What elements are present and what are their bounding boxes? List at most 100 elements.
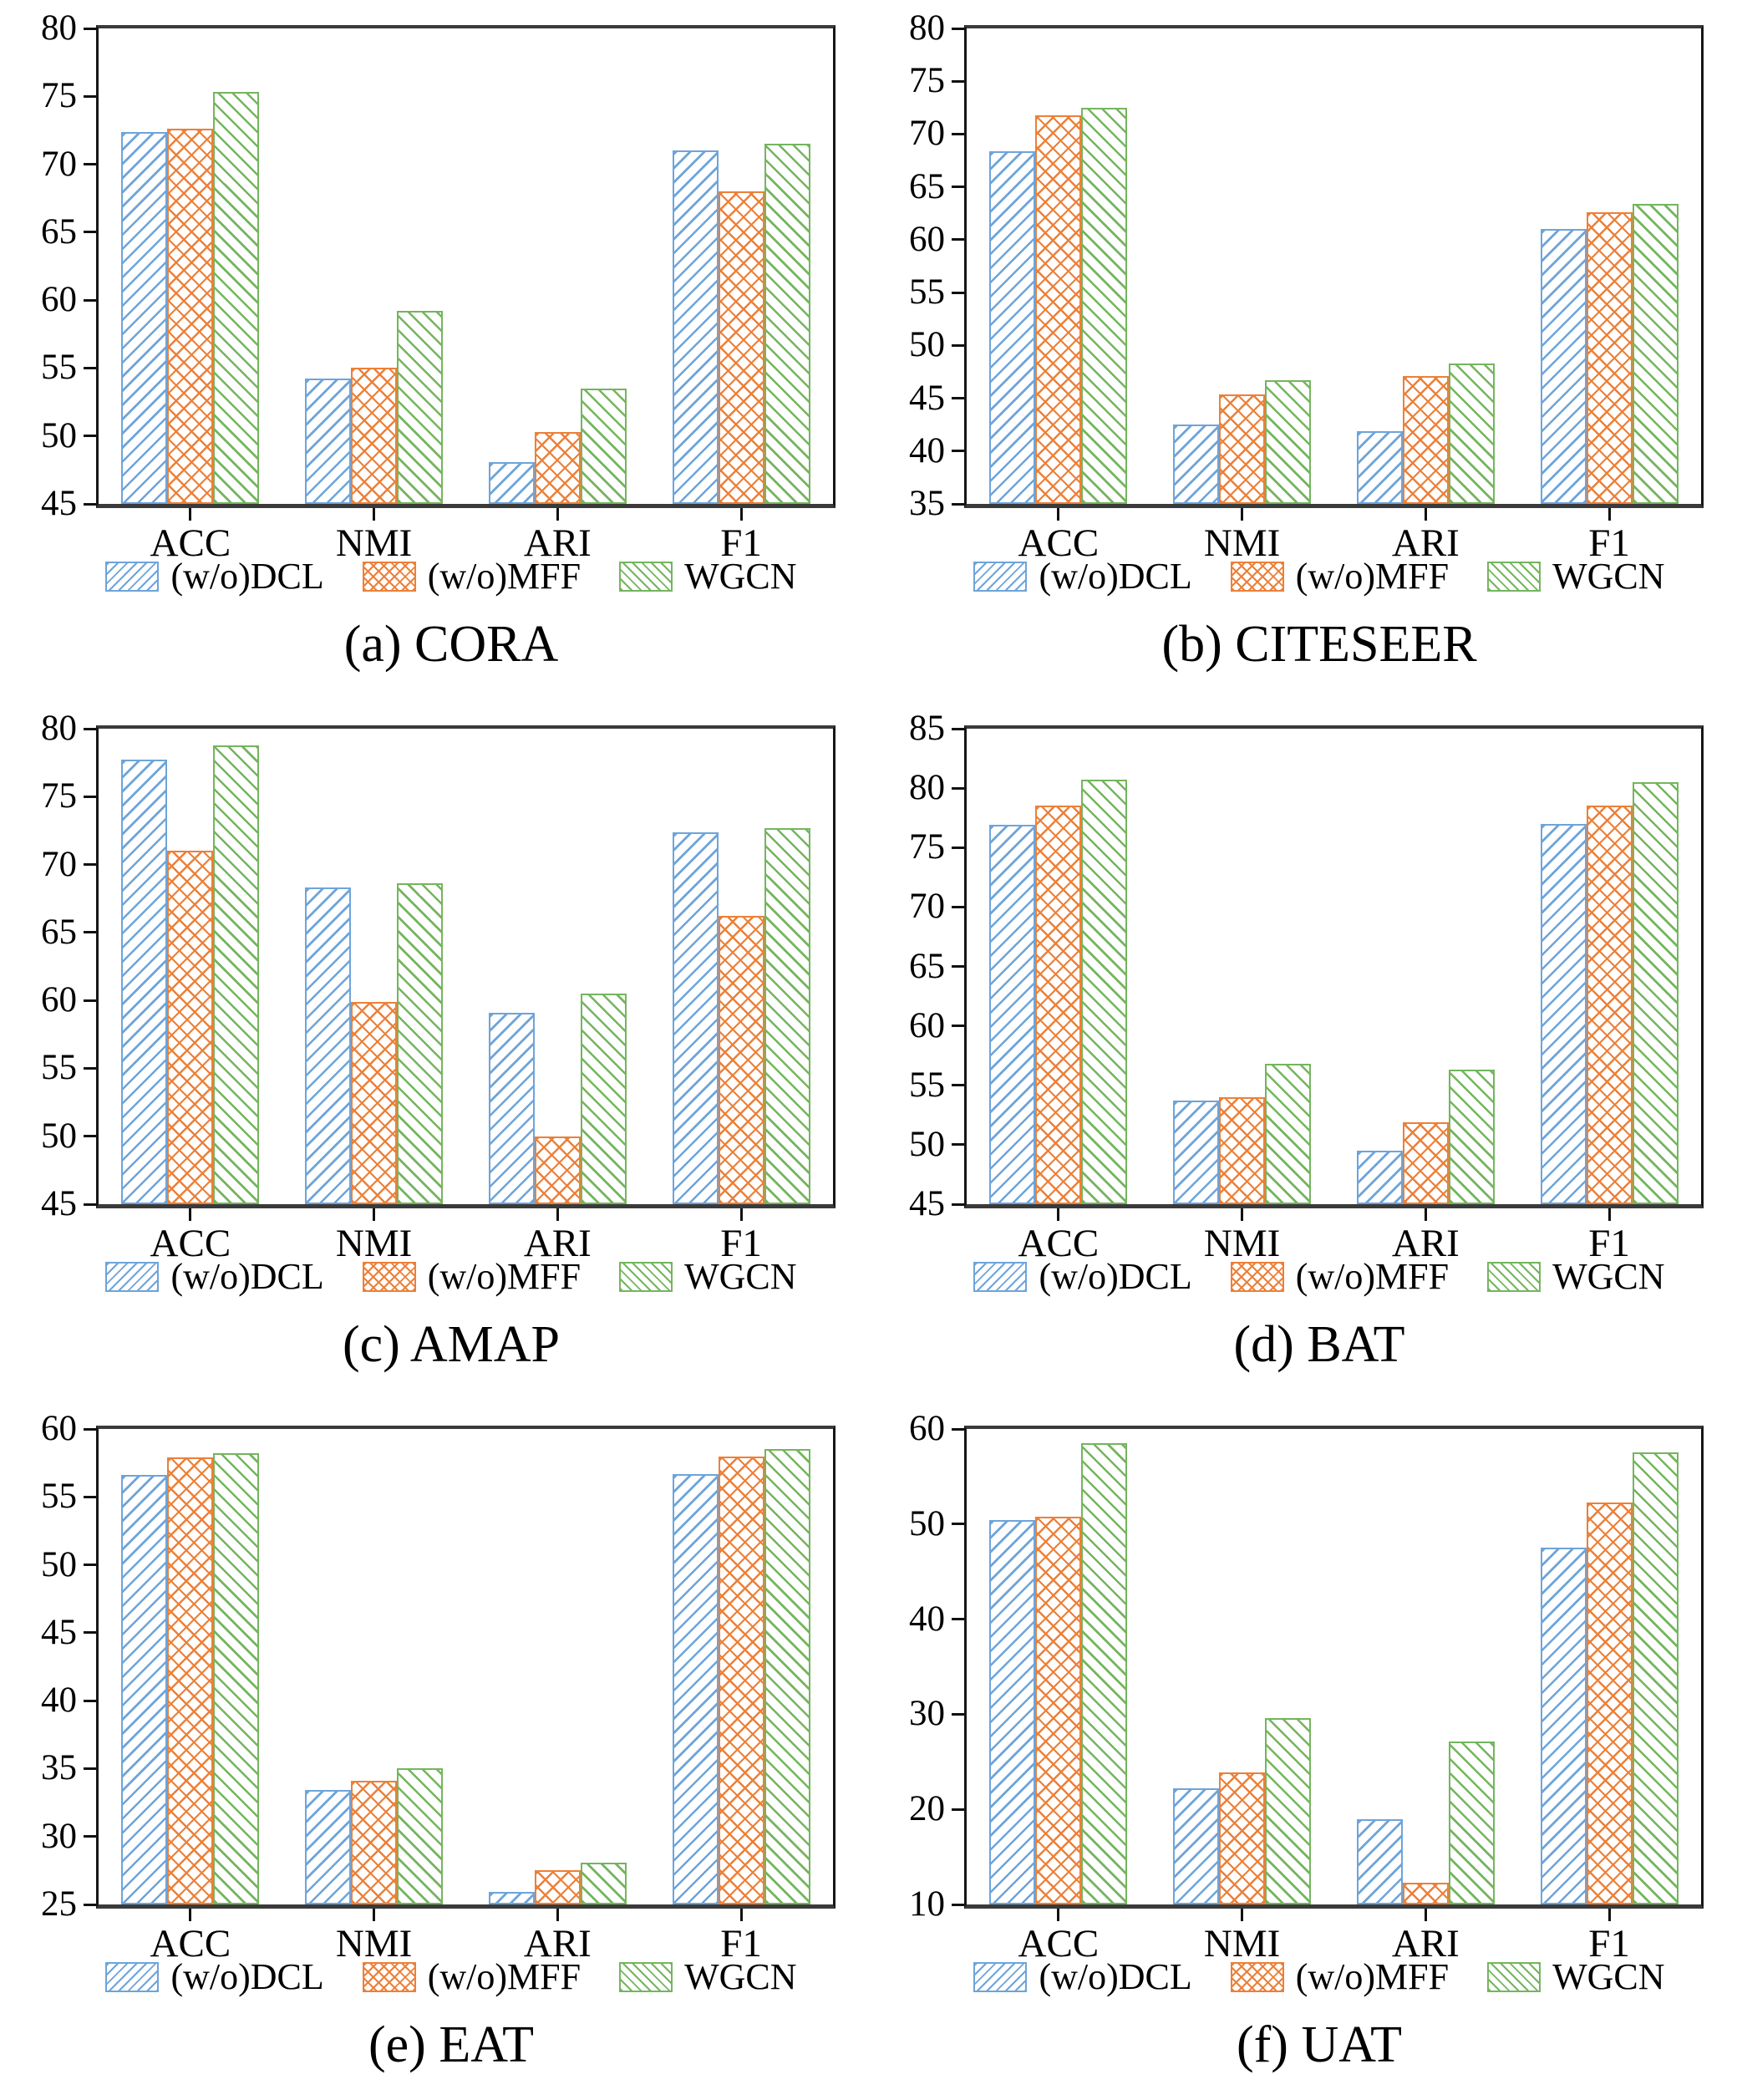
legend-label: (w/o)DCL [170,1256,324,1297]
bar-mff-ari [534,1136,581,1204]
legend-item-mff: (w/o)MFF [362,1255,581,1298]
y-axis-tick [952,291,964,294]
bar-mff-f1 [1586,806,1633,1204]
legend-swatch-mff [1230,1261,1284,1292]
legend-item-mff: (w/o)MFF [362,555,581,597]
x-axis-tick [739,508,743,521]
bar-mff-nmi [351,1001,398,1204]
legend-item-dcl: (w/o)DCL [105,1255,324,1298]
y-tick-label: 25 [41,1884,77,1924]
bar-dcl-nmi [1173,425,1220,504]
legend-swatch-dcl [973,1261,1028,1292]
x-tick-label: F1 [720,1922,762,1965]
legend: (w/o)DCL (w/o)MFF WGCN [931,1255,1708,1298]
bar-dcl-ari [1356,1151,1403,1204]
legend-label: (w/o)MFF [1295,556,1450,597]
bar-dcl-acc [989,1520,1036,1904]
bar-mff-f1 [1586,1502,1633,1904]
y-tick-label: 30 [909,1694,945,1734]
legend-swatch-mff [1230,561,1284,592]
x-tick-label: NMI [1203,1922,1281,1965]
legend-label: (w/o)DCL [1039,1956,1192,1997]
y-axis-tick [84,727,96,730]
bar-wgcn-acc [213,1453,260,1904]
y-axis-tick [952,27,964,30]
y-axis-tick [84,435,96,438]
x-tick-label: ARI [523,521,592,565]
legend-label: (w/o)DCL [170,556,324,597]
x-axis-tick [1607,1909,1611,1921]
y-axis-tick [84,795,96,798]
y-tick-label: 45 [909,1184,945,1223]
legend: (w/o)DCL (w/o)MFF WGCN [63,1255,840,1298]
bar-mff-acc [167,1457,214,1904]
bar-dcl-nmi [305,1790,352,1904]
bar-mff-acc [1035,114,1082,504]
x-axis-tick [556,508,559,521]
bar-wgcn-f1 [1632,203,1679,504]
bar-dcl-nmi [1173,1101,1220,1204]
y-axis-tick [952,1025,964,1028]
x-axis-tick [373,1909,376,1921]
y-axis-tick [84,366,96,369]
y-tick-label: 70 [41,844,77,884]
bar-dcl-f1 [1540,229,1587,504]
y-axis-tick [952,1203,964,1206]
legend-item-mff: (w/o)MFF [1230,1955,1449,1998]
bar-wgcn-ari [1448,1070,1495,1204]
y-axis-tick [84,1427,96,1431]
y-axis-tick [84,1631,96,1635]
legend-swatch-dcl [973,561,1028,592]
x-tick-label: NMI [335,1222,413,1265]
x-axis-tick [1241,508,1244,521]
x-tick-label: ARI [523,1222,592,1265]
x-axis-tick [1057,508,1060,521]
bar-mff-acc [167,129,214,504]
y-tick-label: 85 [909,709,945,748]
y-axis-tick [952,786,964,790]
y-tick-label: 70 [41,144,77,184]
x-axis-tick [739,1208,743,1221]
x-axis-tick [189,1909,192,1921]
y-axis-tick [952,965,964,968]
legend-swatch-dcl [105,1961,160,1992]
x-axis-tick [373,1208,376,1221]
y-axis-tick [84,163,96,166]
x-tick-label: ACC [150,521,231,565]
chart-caption: (a) CORA [343,616,559,673]
y-axis-tick [952,905,964,908]
y-tick-label: 40 [909,430,945,470]
y-axis-tick [84,1564,96,1567]
bar-dcl-f1 [1540,1548,1587,1904]
chart-caption: (f) UAT [1237,2016,1402,2073]
plot-area: 45 50 55 60 65 70 75 80 85 ACC NMI ARI F1 [909,709,1704,1265]
y-axis-tick [84,298,96,302]
x-tick-label: NMI [1203,1222,1281,1265]
bar-wgcn-nmi [1265,380,1312,504]
y-tick-label: 65 [909,166,945,206]
legend-item-dcl: (w/o)DCL [105,1955,324,1998]
subplot-bat: 45 50 55 60 65 70 75 80 85 ACC NMI ARI F1 (w/o)DCL (w… [868,700,1737,1401]
legend-item-wgcn: WGCN [1487,1255,1665,1298]
x-tick-label: ARI [1391,1922,1460,1965]
y-axis-tick [952,132,964,135]
y-tick-label: 55 [41,348,77,388]
bar-wgcn-f1 [1632,1452,1679,1904]
x-tick-label: ACC [1018,521,1100,565]
x-tick-label: F1 [1588,1222,1630,1265]
y-tick-label: 60 [41,1409,77,1448]
y-axis-tick [84,1203,96,1206]
bar-dcl-f1 [672,150,719,504]
x-tick-label: ACC [1018,1922,1100,1965]
bar-dcl-ari [1356,430,1403,504]
bar-wgcn-f1 [1632,782,1679,1204]
subplot-amap: 45 50 55 60 65 70 75 80 ACC NMI ARI F1 (w/o)DCL (w/o… [0,700,868,1401]
y-axis-tick [84,931,96,934]
bar-wgcn-nmi [397,883,444,1204]
y-tick-label: 65 [41,211,77,252]
bar-dcl-nmi [305,379,352,504]
y-tick-label: 45 [909,378,945,418]
y-tick-label: 80 [41,8,77,48]
bar-wgcn-acc [1081,107,1128,504]
x-tick-label: F1 [720,1222,762,1265]
